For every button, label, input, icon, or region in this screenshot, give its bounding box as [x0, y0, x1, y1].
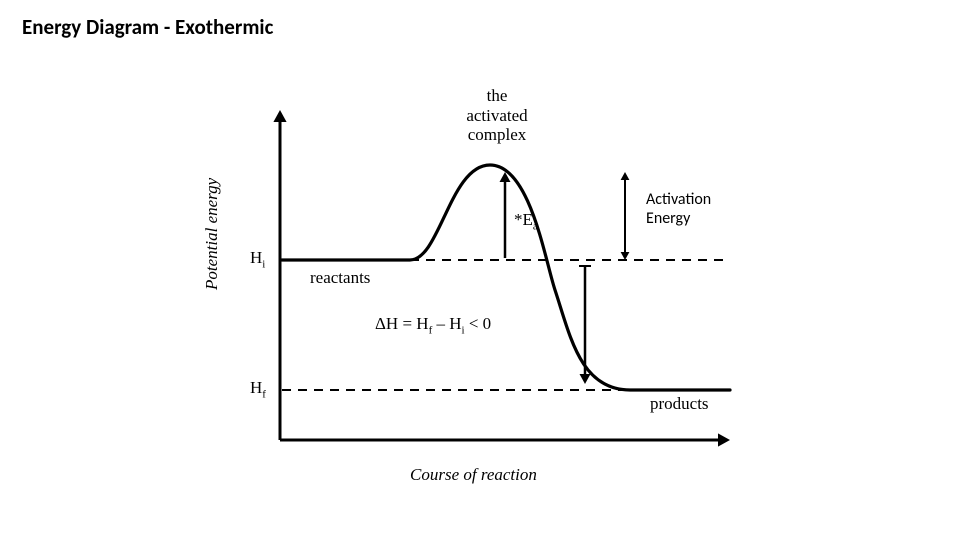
diagram-svg: [230, 90, 750, 500]
activated-line2: activated: [466, 106, 527, 125]
activation-energy-label: Activation Energy: [646, 190, 750, 228]
dh-prefix: ΔH = H: [375, 314, 429, 333]
y-axis-label: Potential energy: [202, 178, 222, 290]
ea-label: *Ea: [514, 210, 538, 232]
x-axis-label: Course of reaction: [410, 465, 537, 485]
deltaH-equation: ΔH = Hf – Hi < 0: [375, 314, 491, 336]
products-label: products: [650, 394, 709, 414]
ea-star: *E: [514, 210, 533, 229]
hf-label: Hf: [250, 378, 266, 400]
activated-line1: the: [487, 86, 508, 105]
activated-line3: complex: [468, 125, 527, 144]
ea-sub: a: [533, 220, 538, 232]
hi-letter: H: [250, 248, 262, 267]
energy-diagram: Potential energy Course of reaction the …: [230, 90, 750, 500]
activated-complex-label: the activated complex: [452, 86, 542, 145]
hi-label: Hi: [250, 248, 265, 270]
reactants-label: reactants: [310, 268, 370, 288]
dh-suffix: < 0: [465, 314, 492, 333]
page-title: Energy Diagram - Exothermic: [22, 14, 273, 40]
hi-sub: i: [262, 258, 265, 270]
dh-mid: – H: [432, 314, 461, 333]
hf-letter: H: [250, 378, 262, 397]
hf-sub: f: [262, 388, 266, 400]
